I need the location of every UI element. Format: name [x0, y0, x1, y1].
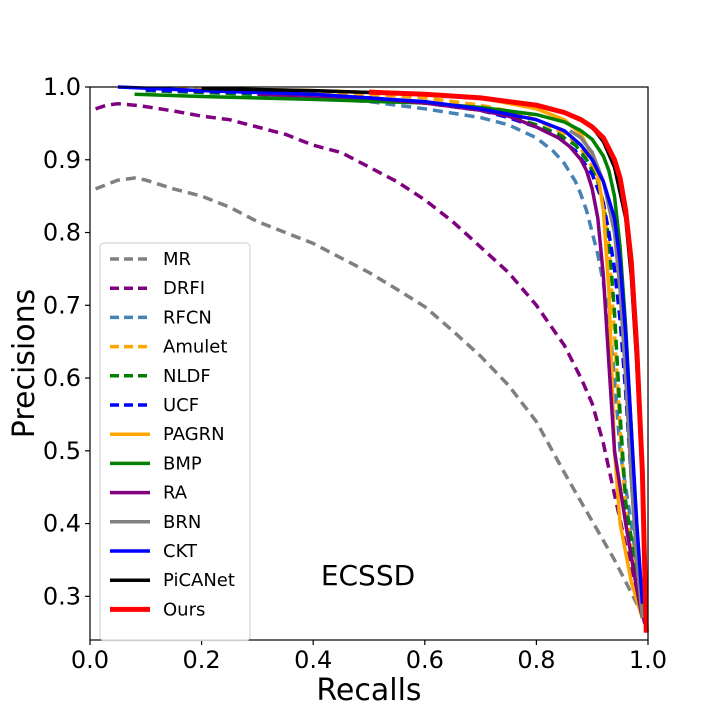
- plot-frame: [89, 86, 649, 641]
- series-line-drfi: [95, 101, 647, 626]
- legend-label-nldf: NLDF: [163, 366, 211, 387]
- series-line-brn: [568, 129, 645, 619]
- legend-box: [99, 242, 251, 642]
- legend-label-ours: Ours: [163, 599, 205, 620]
- series-line-rfcn: [145, 88, 645, 612]
- series-line-ckt: [117, 85, 645, 604]
- y-tick-label: 0.4: [43, 510, 81, 538]
- legend-label-ckt: CKT: [163, 541, 198, 562]
- legend: MR DRFI RFCN Amulet NLDF UCF PAGRN BMP RA BRN CKT P…: [99, 242, 251, 642]
- series-line-nldf: [145, 88, 647, 619]
- y-tick-label: 0.8: [43, 219, 81, 247]
- x-tick-label: 0.6: [406, 646, 444, 674]
- series-line-mr: [94, 176, 647, 620]
- legend-label-ucf: UCF: [163, 395, 199, 416]
- legend-label-mr: MR: [163, 249, 191, 270]
- legend-label-rfcn: RFCN: [163, 307, 212, 328]
- legend-label-pagrn: PAGRN: [163, 424, 225, 445]
- dataset-annotation: ECSSD: [321, 559, 415, 592]
- y-tick-label: 0.5: [43, 437, 81, 465]
- legend-label-drfi: DRFI: [163, 278, 205, 299]
- y-tick-label: 0.7: [43, 291, 81, 319]
- legend-label-ra: RA: [163, 483, 188, 504]
- x-tick-label: 0.0: [71, 646, 109, 674]
- x-tick-label: 0.4: [294, 646, 332, 674]
- x-tick-label: 0.8: [517, 646, 555, 674]
- x-axis-title: Recalls: [316, 673, 421, 708]
- y-axis-title: Precisions: [7, 289, 42, 439]
- legend-label-amulet: Amulet: [163, 337, 227, 358]
- y-tick-label: 0.9: [43, 146, 81, 174]
- legend-label-bmp: BMP: [163, 453, 202, 474]
- curves-group: [94, 85, 649, 633]
- legend-label-brn: BRN: [163, 512, 201, 533]
- axes-group: 0.0 0.2 0.4 0.6 0.8 1.0 0.3 0.4 0.5 0.6 0.7 0.8 0.9 1…: [7, 73, 667, 708]
- series-line-ours: [368, 89, 649, 633]
- x-tick-label: 0.2: [183, 646, 221, 674]
- y-tick-label: 0.3: [43, 582, 81, 610]
- series-line-amulet: [145, 86, 647, 619]
- y-tick-label: 1.0: [43, 73, 81, 101]
- legend-label-picanet: PiCANet: [163, 570, 235, 591]
- x-tick-label: 1.0: [629, 646, 667, 674]
- y-tick-label: 0.6: [43, 364, 81, 392]
